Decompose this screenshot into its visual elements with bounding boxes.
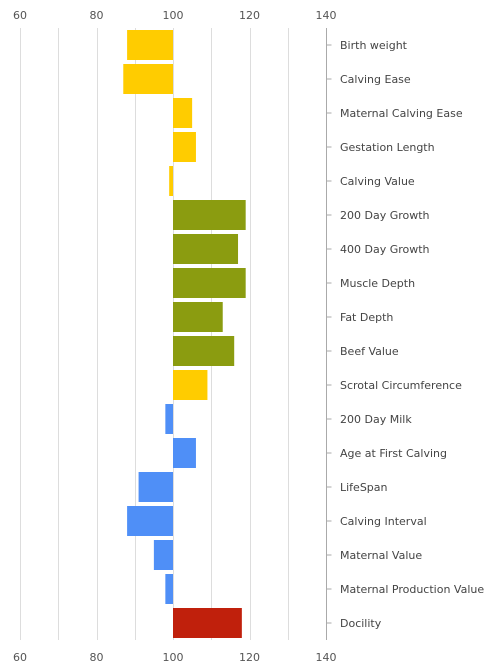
category-label: Maternal Production Value bbox=[340, 583, 484, 596]
category-label: Fat Depth bbox=[340, 311, 393, 324]
x-tick-label-top: 140 bbox=[316, 9, 337, 22]
bars bbox=[123, 30, 246, 638]
bar-lifespan bbox=[138, 472, 173, 502]
bar-fat-depth bbox=[173, 302, 223, 332]
x-tick-label-top: 120 bbox=[239, 9, 260, 22]
value-axis-bottom: 60 80 100 120 140 bbox=[13, 651, 337, 664]
category-label: 200 Day Growth bbox=[340, 209, 430, 222]
bar-calving-ease bbox=[123, 64, 173, 94]
category-label: Maternal Value bbox=[340, 549, 422, 562]
category-label: Calving Ease bbox=[340, 73, 411, 86]
x-tick-label-bottom: 100 bbox=[163, 651, 184, 664]
category-label: Age at First Calving bbox=[340, 447, 447, 460]
bar-beef-value bbox=[173, 336, 235, 366]
category-label: Scrotal Circumference bbox=[340, 379, 462, 392]
category-label: Birth weight bbox=[340, 39, 408, 52]
bar-age-at-first-calving bbox=[173, 438, 196, 468]
x-tick-label-bottom: 80 bbox=[90, 651, 104, 664]
category-label: Docility bbox=[340, 617, 382, 630]
bar-muscle-depth bbox=[173, 268, 246, 298]
x-tick-label-bottom: 140 bbox=[316, 651, 337, 664]
category-label: Beef Value bbox=[340, 345, 399, 358]
bar-calving-value bbox=[169, 166, 173, 196]
bar-docility bbox=[173, 608, 242, 638]
bar-maternal-value bbox=[153, 540, 173, 570]
x-tick-label-top: 100 bbox=[163, 9, 184, 22]
category-label: Muscle Depth bbox=[340, 277, 415, 290]
bar-maternal-production-value bbox=[165, 574, 173, 604]
bar-maternal-calving-ease bbox=[173, 98, 193, 128]
bar-birth-weight bbox=[127, 30, 173, 60]
value-axis-top: 60 80 100 120 140 bbox=[13, 9, 337, 22]
category-label: Gestation Length bbox=[340, 141, 435, 154]
bar-gestation-length bbox=[173, 132, 196, 162]
bar-400-day-growth bbox=[173, 234, 239, 264]
bar-200-day-growth bbox=[173, 200, 246, 230]
category-label: Calving Interval bbox=[340, 515, 427, 528]
bar-200-day-milk bbox=[165, 404, 173, 434]
x-tick-label-top: 60 bbox=[13, 9, 27, 22]
bar-calving-interval bbox=[127, 506, 173, 536]
x-tick-label-bottom: 120 bbox=[239, 651, 260, 664]
x-tick-label-top: 80 bbox=[90, 9, 104, 22]
category-label: Maternal Calving Ease bbox=[340, 107, 463, 120]
category-label: LifeSpan bbox=[340, 481, 388, 494]
category-axis: Birth weight Calving Ease Maternal Calving… bbox=[326, 28, 484, 640]
category-label: 200 Day Milk bbox=[340, 413, 412, 426]
category-label: 400 Day Growth bbox=[340, 243, 430, 256]
bar-scrotal-circumference bbox=[173, 370, 208, 400]
x-tick-label-bottom: 60 bbox=[13, 651, 27, 664]
category-label: Calving Value bbox=[340, 175, 415, 188]
